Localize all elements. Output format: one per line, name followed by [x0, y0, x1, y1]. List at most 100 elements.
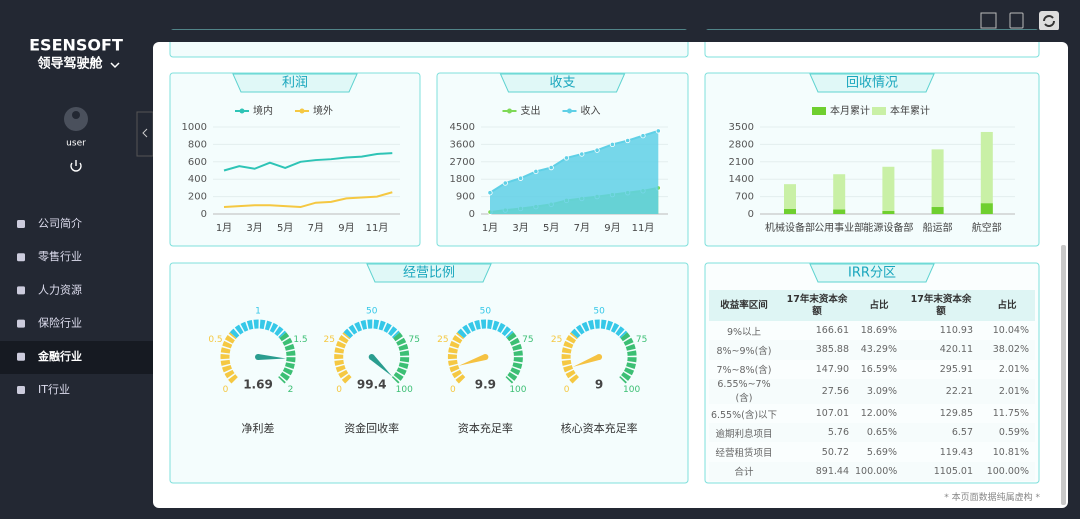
table-cell: 6.57 — [903, 423, 979, 443]
active-menu-bg — [0, 341, 153, 374]
table-cell: 经营租赁项目 — [715, 448, 773, 460]
gauge-hub — [482, 354, 489, 360]
gauge-tick-label: 75 — [408, 335, 419, 345]
panel-title: 利润 — [282, 76, 308, 91]
table-cell: 119.43 — [939, 446, 973, 458]
x-tick-label: 11月 — [366, 222, 389, 234]
gauge-tick-label: 1 — [255, 307, 261, 317]
gauge-tick-label: 0 — [336, 385, 342, 395]
gauge-tick-label: 0 — [564, 385, 570, 395]
subtitle[interactable]: 领导驾驶舱 — [37, 56, 103, 72]
power-icon[interactable] — [70, 160, 82, 172]
bar — [980, 131, 993, 214]
legend-label: 本年累计 — [890, 104, 930, 117]
table-cell: 16.59% — [860, 363, 897, 375]
table-cell: 10.04% — [992, 325, 1029, 337]
legend-swatch — [872, 107, 886, 115]
panel-title: 收支 — [549, 76, 575, 91]
table-row: 合计 891.44 100.00% 1105.01 100.00% — [709, 461, 1035, 482]
y-tick-label: 3500 — [729, 122, 754, 133]
point — [609, 141, 616, 147]
bar — [931, 149, 944, 214]
menu-item[interactable]: IT行业 — [38, 383, 70, 396]
panel-title: 经营比例 — [403, 266, 455, 281]
panel-tab — [232, 73, 358, 93]
gauge-band — [229, 319, 287, 339]
point — [625, 137, 631, 144]
user-name: user — [66, 139, 86, 149]
x-tick-label: 3月 — [512, 222, 528, 234]
y-tick-label: 800 — [188, 139, 207, 150]
gauge-tick-label: 100 — [509, 385, 526, 395]
avatar-head — [72, 111, 80, 119]
point — [579, 151, 585, 157]
table-cell: 7%~8%(含) — [716, 365, 772, 377]
menu-icon — [17, 253, 25, 262]
table-row: 6.55%~7%(含) 27.56 3.09% 22.21 2.01% — [709, 378, 1035, 404]
table-cell: 8%~9%(含) — [709, 340, 779, 360]
table-cell: 0.59% — [979, 423, 1035, 443]
bar — [980, 203, 993, 214]
table-header: 收益率区间 — [709, 290, 779, 321]
chevron — [110, 62, 120, 69]
x-tick-label: 9月 — [338, 222, 354, 234]
irr-table: 收益率区间 17年末资本余额 占比 17年末资本余额 占比 9%以上 166.61 18.69… — [709, 290, 1035, 482]
panel-title: 回收情况 — [846, 76, 898, 91]
point — [548, 165, 554, 171]
y-tick-label: 1000 — [182, 122, 207, 133]
panel — [169, 262, 689, 484]
menu-icon — [17, 220, 25, 228]
refresh-icon[interactable] — [1039, 11, 1059, 31]
table-cell: 2.01% — [979, 378, 1035, 404]
collapse-tab[interactable] — [136, 111, 154, 157]
table-cell: 22.21 — [903, 378, 979, 404]
panel-title: IRR分区 — [848, 266, 896, 281]
legend-label: 收入 — [581, 104, 601, 117]
gauge-hub — [255, 354, 261, 360]
table-cell: 107.01 — [815, 408, 849, 420]
gauge-needle — [369, 354, 393, 377]
legend-dot — [239, 108, 245, 114]
gauge-value: 99.4 — [357, 378, 387, 392]
y-tick-label: 900 — [456, 192, 475, 203]
table-header: 17年末资本余额 — [903, 290, 979, 321]
table-cell: 18.69% — [860, 325, 897, 337]
x-tick-label: 1月 — [482, 222, 498, 234]
menu-item[interactable]: 公司简介 — [38, 216, 82, 230]
gauge-band — [220, 332, 239, 384]
table-cell: 6.55%(含)以下 — [710, 409, 778, 421]
gauge-tick-label: 0 — [223, 385, 229, 395]
gauge-band — [619, 332, 637, 384]
table-row: 8%~9%(含) 385.88 43.29% 420.11 38.02% — [709, 340, 1035, 360]
tablet-icon[interactable] — [1009, 12, 1024, 29]
table-header: 占比 — [979, 290, 1035, 321]
panel-tab — [809, 263, 935, 283]
gauge-band — [457, 319, 514, 339]
table-cell: 147.90 — [815, 363, 849, 375]
gauge-tick-label: 50 — [366, 307, 378, 317]
table-cell: 6.55%~7%(含) — [709, 378, 779, 404]
panel-tab — [366, 263, 492, 283]
x-tick-label: 1月 — [216, 222, 232, 234]
table-cell: 129.85 — [939, 408, 973, 420]
gauge-band — [570, 319, 628, 339]
menu-item[interactable]: 零售行业 — [38, 249, 82, 263]
legend-dot — [299, 108, 305, 114]
x-tick-label: 能源设备部 — [863, 221, 913, 234]
y-tick-label: 3600 — [450, 139, 475, 150]
y-tick-label: 600 — [188, 157, 207, 168]
menu-item[interactable]: 人力资源 — [38, 282, 82, 296]
gauge-tick-label: 0 — [450, 385, 456, 395]
table-cell: 50.72 — [821, 446, 849, 458]
table-cell: 295.91 — [939, 363, 973, 375]
y-tick-label: 0 — [201, 209, 207, 220]
gauge-value: 9.9 — [475, 378, 496, 392]
table-row: 9%以上 166.61 18.69% 110.93 10.04% — [709, 321, 1035, 340]
menu-item[interactable]: 保险行业 — [38, 316, 82, 330]
scrollbar[interactable] — [1061, 245, 1066, 505]
menu-item[interactable]: 金融行业 — [37, 349, 82, 363]
y-tick-label: 400 — [188, 174, 207, 185]
grid-icon[interactable] — [980, 12, 997, 29]
y-tick-label: 200 — [188, 192, 207, 203]
